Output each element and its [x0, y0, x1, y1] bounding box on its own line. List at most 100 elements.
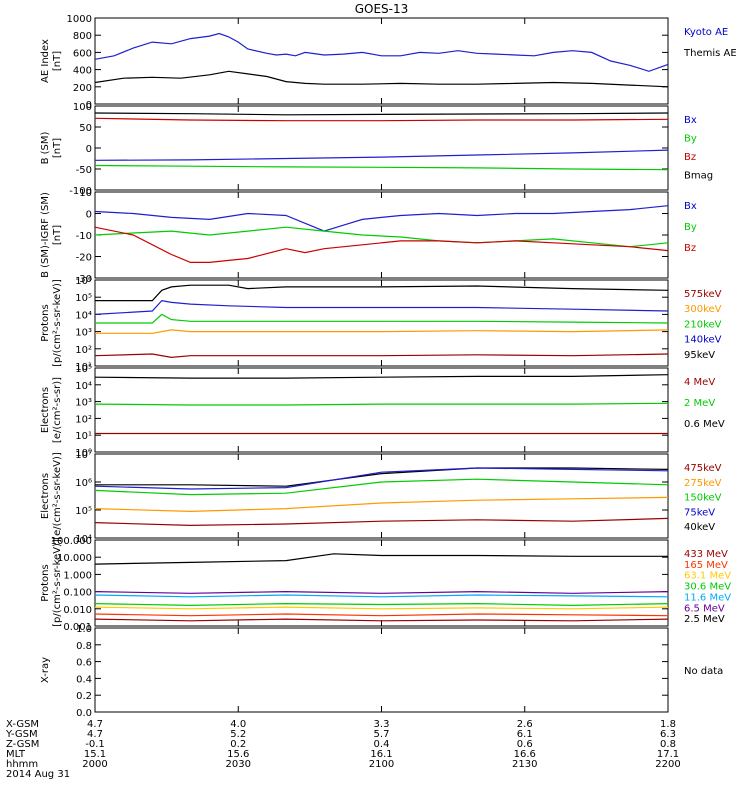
legend-entry: 475keV [684, 463, 722, 474]
ephemeris-value: 2100 [369, 759, 394, 770]
series-line-kyoto-ae [94, 32, 669, 72]
y-axis-label: [p/(cm²-s-sr-keV)] [52, 279, 63, 367]
legend-entry: 210keV [684, 319, 722, 330]
panel-frame-protons-low [94, 279, 669, 367]
legend-entry: Bmag [684, 171, 713, 182]
y-tick-label: 10.000 [57, 553, 92, 564]
series-line-63-1-mev [94, 594, 669, 598]
y-tick-label: 100.000 [51, 536, 92, 547]
y-tick-label: 600 [73, 48, 92, 59]
panel-frame-protons-high [94, 539, 669, 627]
series-line-150kev [94, 478, 669, 496]
ephemeris-value: 0.2 [230, 739, 246, 750]
y-tick-label: 0.6 [76, 658, 92, 669]
series-line-275kev [94, 467, 669, 490]
series-line-bz [94, 226, 669, 263]
legend-entry: 4 MeV [684, 377, 715, 388]
series-line-bx [94, 205, 669, 232]
y-tick-label: 0.010 [63, 605, 92, 616]
y-tick-label: 400 [73, 66, 92, 77]
legend-entry: By [684, 134, 697, 145]
y-tick-label: 10³ [75, 398, 92, 409]
y-axis-label: [p/(cm²-s-sr-keV)] [52, 539, 63, 627]
ephemeris-value: 5.2 [230, 729, 246, 740]
y-tick-label: 1000 [67, 14, 92, 25]
y-axis-label: B (SM) [40, 131, 51, 164]
y-tick-label: 10⁵ [75, 506, 92, 517]
series-line-165-mev [94, 590, 669, 594]
y-tick-label: 0 [86, 144, 92, 155]
legend-entry: 275keV [684, 478, 722, 489]
legend-entry: Themis AE [683, 48, 737, 59]
y-tick-label: 10² [75, 414, 92, 425]
legend-entry: 575keV [684, 289, 722, 300]
panel-frame-b-igrf [94, 191, 669, 279]
panel-frame-xray [94, 627, 669, 713]
series-line-475kev [95, 467, 669, 487]
y-axis-label: [nT] [52, 51, 63, 71]
series-line-575kev [95, 284, 669, 302]
ephemeris-label: Z-GSM [6, 739, 39, 750]
legend-entry: Kyoto AE [684, 27, 728, 38]
series-line-themis-ae [94, 70, 669, 88]
ephemeris-value: 17.1 [657, 749, 679, 760]
panel-frame-ae [94, 17, 669, 105]
y-tick-label: -10 [76, 231, 92, 242]
legend-entry: Bz [684, 152, 696, 163]
y-tick-label: 50 [79, 123, 92, 134]
panel-frame-electrons-high [94, 367, 669, 453]
legend-entry: Bx [684, 115, 697, 126]
y-tick-label: 10⁴ [75, 534, 92, 545]
y-tick-label: 200 [73, 83, 92, 94]
date-label: 2014 Aug 31 [6, 769, 70, 780]
series-line-2-5-mev [94, 618, 669, 622]
legend-entry: By [684, 222, 697, 233]
y-tick-label: 0.001 [63, 622, 92, 633]
series-line-by [94, 164, 669, 171]
legend-entry: 40keV [684, 522, 715, 533]
panel-frame-b-sm [94, 105, 669, 191]
y-axis-label: [nT] [52, 138, 63, 158]
y-tick-label: -50 [76, 165, 92, 176]
ephemeris-value: 0.6 [517, 739, 533, 750]
y-tick-label: 10⁵ [75, 293, 92, 304]
ephemeris-label: MLT [6, 749, 26, 760]
y-axis-label: [e/(cm²-s-sr-keV)] [52, 452, 63, 540]
legend-entry: 433 MeV [684, 549, 728, 560]
y-tick-label: 10⁴ [75, 381, 92, 392]
series-line-bz [94, 117, 669, 122]
y-tick-label: 10³ [75, 328, 92, 339]
legend-entry: 75keV [684, 507, 715, 518]
ephemeris-value: 16.6 [514, 749, 536, 760]
series-line-30-6-mev [94, 602, 669, 607]
legend-entry: 30.6 MeV [684, 582, 731, 593]
y-tick-label: 0.4 [76, 674, 92, 685]
y-tick-label: 10⁴ [75, 310, 92, 321]
ephemeris-value: 15.6 [227, 749, 249, 760]
ephemeris-value: 16.1 [370, 749, 392, 760]
y-tick-label: 1.000 [63, 570, 92, 581]
legend-entry: 300keV [684, 304, 722, 315]
y-tick-label: 10⁷ [75, 450, 92, 461]
y-tick-label: 0.100 [63, 588, 92, 599]
series-line-40kev [94, 517, 669, 527]
legend-entry: 95keV [684, 350, 715, 361]
y-axis-label: Electrons [40, 387, 51, 433]
y-axis-label: B (SM)-IGRF (SM) [40, 192, 51, 278]
y-tick-label: 100 [73, 102, 92, 113]
y-tick-label: 10¹ [75, 362, 92, 373]
series-line-by [94, 226, 669, 248]
series-line-210kev [95, 313, 669, 324]
y-tick-label: 10⁰ [75, 448, 92, 459]
ephemeris-value: 0.8 [660, 739, 676, 750]
ephemeris-value: 1.8 [660, 719, 676, 730]
series-line-6-5-mev [94, 613, 669, 617]
y-axis-label: Electrons [40, 473, 51, 519]
legend-entry: Bx [684, 201, 697, 212]
y-tick-label: 0 [86, 210, 92, 221]
legend-entry: 63.1 MeV [684, 571, 731, 582]
y-tick-label: 1.0 [76, 624, 92, 635]
legend-entry: 165 MeV [684, 560, 728, 571]
